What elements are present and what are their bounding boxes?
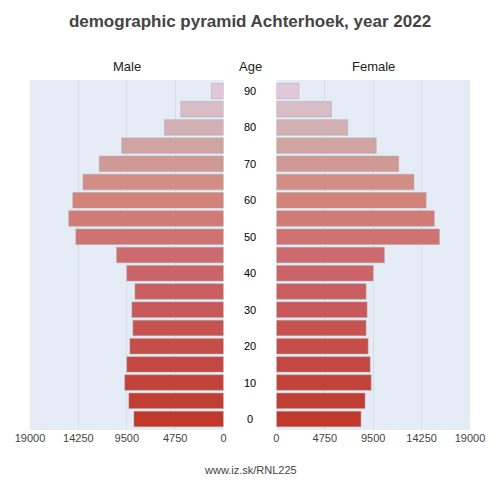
svg-text:14250: 14250: [406, 432, 437, 444]
svg-text:14250: 14250: [63, 432, 94, 444]
svg-text:0: 0: [273, 432, 279, 444]
svg-text:www.iz.sk/RNL225: www.iz.sk/RNL225: [204, 464, 297, 476]
svg-text:9500: 9500: [115, 432, 139, 444]
svg-text:19000: 19000: [455, 432, 486, 444]
svg-text:4750: 4750: [313, 432, 337, 444]
svg-text:70: 70: [244, 158, 256, 170]
svg-text:80: 80: [244, 121, 256, 133]
svg-text:10: 10: [244, 377, 256, 389]
svg-text:demographic pyramid Achterhoek: demographic pyramid Achterhoek, year 202…: [69, 12, 431, 31]
svg-text:0: 0: [247, 413, 253, 425]
svg-text:Female: Female: [352, 59, 395, 74]
svg-text:30: 30: [244, 304, 256, 316]
svg-text:19000: 19000: [15, 432, 46, 444]
svg-text:4750: 4750: [163, 432, 187, 444]
svg-text:90: 90: [244, 85, 256, 97]
svg-text:Male: Male: [113, 59, 141, 74]
svg-text:0: 0: [221, 432, 227, 444]
svg-text:9500: 9500: [361, 432, 385, 444]
svg-text:Age: Age: [239, 59, 262, 74]
svg-text:50: 50: [244, 231, 256, 243]
svg-text:20: 20: [244, 340, 256, 352]
svg-text:60: 60: [244, 194, 256, 206]
svg-text:40: 40: [244, 267, 256, 279]
